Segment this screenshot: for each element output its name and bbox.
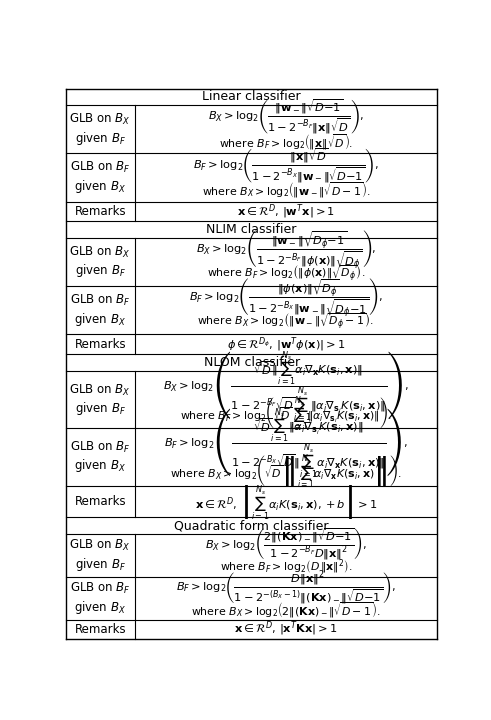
Text: Linear classifier: Linear classifier [202, 91, 301, 104]
Text: $B_X > \log_2\!\left(\dfrac{2\|(\mathbf{K}\mathbf{x})_-\|\sqrt{D{-}1}}{1-2^{-B_F: $B_X > \log_2\!\left(\dfrac{2\|(\mathbf{… [205, 527, 367, 562]
Text: GLB on $B_F$
given $B_X$: GLB on $B_F$ given $B_X$ [70, 440, 131, 474]
Text: $B_X > \log_2\!\left(\dfrac{\sqrt{D}\|\sum_{i=1}^{N_s}\alpha_i\nabla_{\mathbf{x}: $B_X > \log_2\!\left(\dfrac{\sqrt{D}\|\s… [163, 348, 409, 422]
Text: $B_X > \log_2\!\left(\dfrac{\|\mathbf{w}_-\|\sqrt{D{-}1}}{1-2^{-B_F}\|\mathbf{x}: $B_X > \log_2\!\left(\dfrac{\|\mathbf{w}… [208, 98, 364, 137]
Text: Remarks: Remarks [75, 205, 126, 218]
Text: Quadratic form classifier: Quadratic form classifier [174, 519, 329, 532]
Text: where $B_F > \log_2\!\left(\sqrt{D}\sum_{i=1}^{N_s}\|\alpha_i\nabla_{\mathbf{s}_: where $B_F > \log_2\!\left(\sqrt{D}\sum_… [180, 395, 392, 433]
Text: NLOM classifier: NLOM classifier [204, 356, 300, 369]
Text: Remarks: Remarks [75, 495, 126, 508]
Text: $B_F > \log_2\!\left(\dfrac{D\|\mathbf{x}\|^2}{1-2^{-(B_X-1)}\|(\mathbf{K}\mathb: $B_F > \log_2\!\left(\dfrac{D\|\mathbf{x… [176, 569, 396, 606]
Text: $\mathbf{x}\in\mathcal{R}^D$, $|\mathbf{x}^T\mathbf{K}\mathbf{x}|>1$: $\mathbf{x}\in\mathcal{R}^D$, $|\mathbf{… [234, 620, 338, 639]
Text: where $B_X > \log_2\!\left(\sqrt{D}\left\|\sum_{i=1}^{N_s}\alpha_i\nabla_{\mathb: where $B_X > \log_2\!\left(\sqrt{D}\left… [170, 453, 402, 490]
Text: where $B_X > \log_2\!\left(2\|(\mathbf{K}\mathbf{x})_-\|\sqrt{D-1}\right)$.: where $B_X > \log_2\!\left(2\|(\mathbf{K… [191, 600, 381, 618]
Text: where $B_X > \log_2\!\left(\|\mathbf{w}_-\|\sqrt{D_\phi-1}\right)$.: where $B_X > \log_2\!\left(\|\mathbf{w}_… [197, 312, 375, 333]
Text: GLB on $B_X$
given $B_F$: GLB on $B_X$ given $B_F$ [69, 382, 131, 417]
Text: Remarks: Remarks [75, 623, 126, 636]
Text: GLB on $B_X$
given $B_F$: GLB on $B_X$ given $B_F$ [69, 245, 131, 279]
Text: where $B_F > \log_2\!\left(\|\mathbf{x}\|\sqrt{D}\right)$.: where $B_F > \log_2\!\left(\|\mathbf{x}\… [219, 132, 353, 151]
Text: GLB on $B_X$
given $B_F$: GLB on $B_X$ given $B_F$ [69, 112, 131, 147]
Text: where $B_X > \log_2\!\left(\|\mathbf{w}_-\|\sqrt{D-1}\right)$.: where $B_X > \log_2\!\left(\|\mathbf{w}_… [202, 180, 370, 199]
Text: GLB on $B_X$
given $B_F$: GLB on $B_X$ given $B_F$ [69, 539, 131, 572]
Text: $\mathbf{x}\in\mathcal{R}^D$, $\left|\sum_{i=1}^{N_s}\alpha_i K(\mathbf{s}_i,\ma: $\mathbf{x}\in\mathcal{R}^D$, $\left|\su… [195, 482, 377, 521]
Text: GLB on $B_F$
given $B_X$: GLB on $B_F$ given $B_X$ [70, 161, 131, 194]
Text: $\mathbf{x}\in\mathcal{R}^D$, $|\mathbf{w}^T\mathbf{x}|>1$: $\mathbf{x}\in\mathcal{R}^D$, $|\mathbf{… [237, 202, 335, 221]
Text: $B_F > \log_2\!\left(\dfrac{\|\phi(\mathbf{x})\|\sqrt{D_\phi}}{1-2^{-B_X}\|\math: $B_F > \log_2\!\left(\dfrac{\|\phi(\math… [189, 276, 383, 320]
Text: where $B_F > \log_2\!\left(\|\phi(\mathbf{x})\|\sqrt{D_\phi}\right)$.: where $B_F > \log_2\!\left(\|\phi(\mathb… [207, 264, 365, 284]
Text: $B_F > \log_2\!\left(\dfrac{\|\mathbf{x}\|\sqrt{D}}{1-2^{-B_X}\|\mathbf{w}_-\|\s: $B_F > \log_2\!\left(\dfrac{\|\mathbf{x}… [193, 146, 379, 184]
Text: GLB on $B_F$
given $B_X$: GLB on $B_F$ given $B_X$ [70, 293, 131, 328]
Text: $B_F > \log_2\!\left(\dfrac{\sqrt{D}\sum_{i=1}^{N_s}\|\alpha_i\nabla_{\mathbf{s}: $B_F > \log_2\!\left(\dfrac{\sqrt{D}\sum… [164, 406, 408, 480]
Text: NLIM classifier: NLIM classifier [206, 223, 297, 236]
Text: GLB on $B_F$
given $B_X$: GLB on $B_F$ given $B_X$ [70, 581, 131, 616]
Text: where $B_F > \log_2\!\left(D\,\|\mathbf{x}\|^2\right)$.: where $B_F > \log_2\!\left(D\,\|\mathbf{… [219, 557, 353, 575]
Text: Remarks: Remarks [75, 338, 126, 351]
Text: $B_X > \log_2\!\left(\dfrac{\|\mathbf{w}_-\|\sqrt{D_\phi{-}1}}{1-2^{-B_F}\|\phi(: $B_X > \log_2\!\left(\dfrac{\|\mathbf{w}… [196, 228, 376, 272]
Text: $\phi\in\mathcal{R}^{D_\phi}$, $|\mathbf{w}^T\phi(\mathbf{x})|>1$: $\phi\in\mathcal{R}^{D_\phi}$, $|\mathbf… [227, 335, 345, 354]
